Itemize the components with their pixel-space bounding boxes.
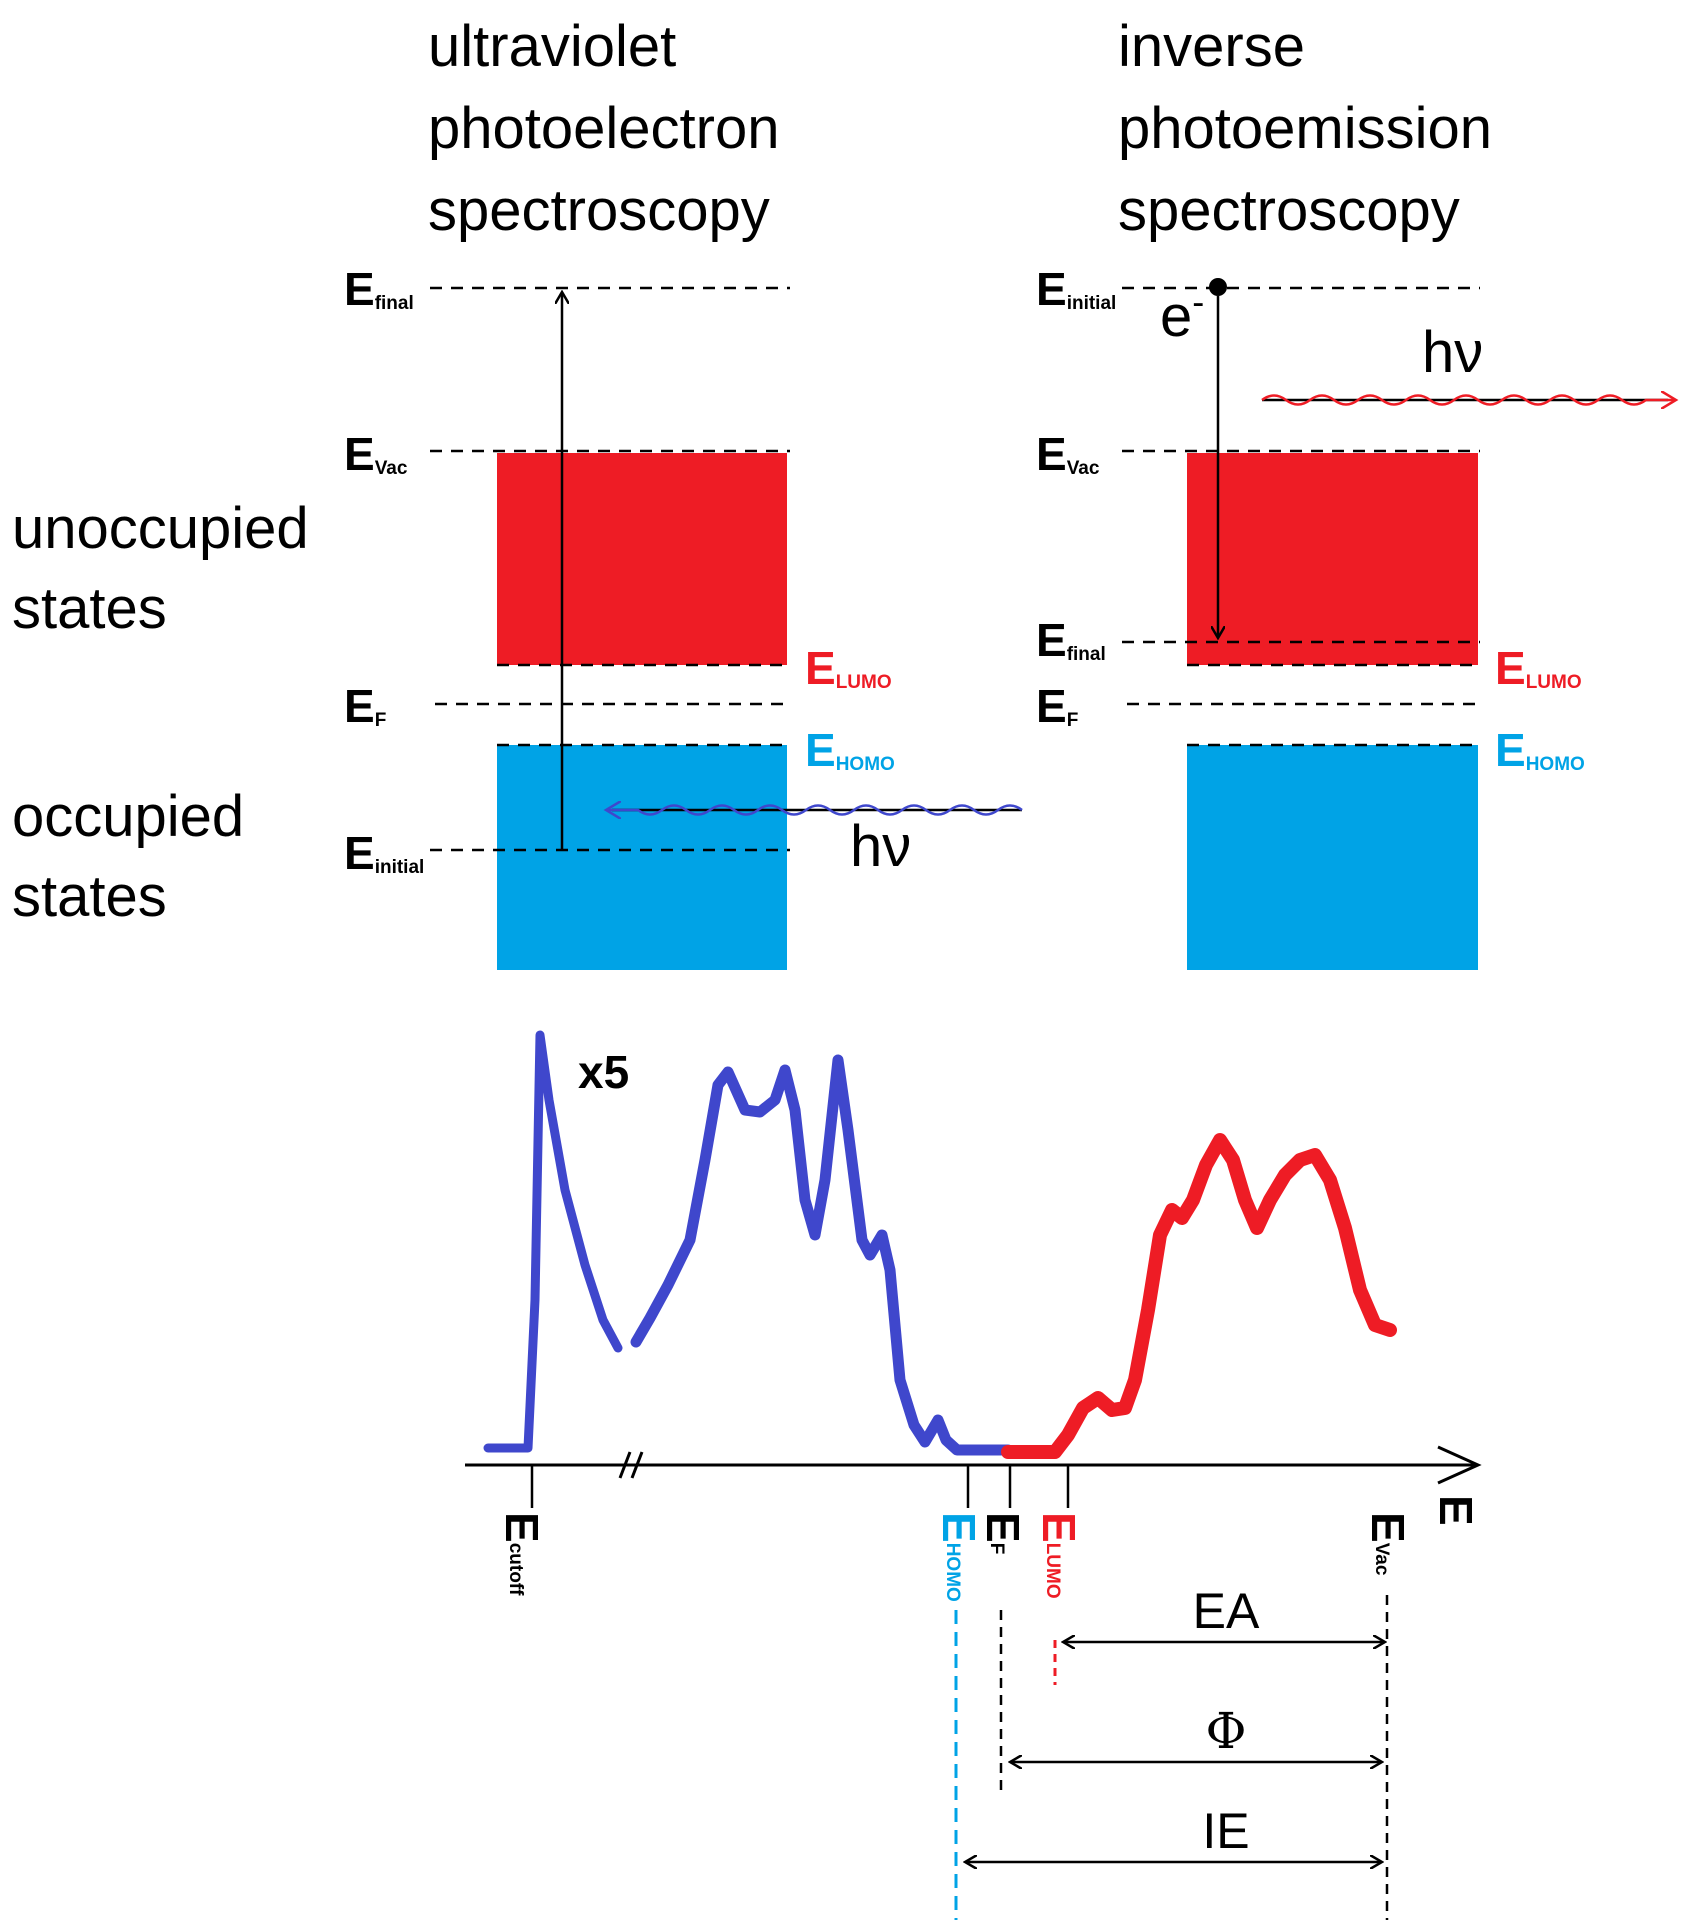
- ups-title-line-1: ultraviolet: [428, 14, 676, 79]
- energy-axis-label: E: [1430, 1495, 1482, 1526]
- ups-evac-label: EVac: [344, 428, 408, 480]
- ups-photon-label: hν: [850, 814, 911, 879]
- ups-spectrum-curve-low: [483, 1030, 623, 1453]
- ups-panel: Efinal EVac EF Einitial ELUMO EHOMO hν: [344, 263, 1023, 970]
- energy-axis-arrowhead: [1437, 1445, 1482, 1485]
- ups-spectrum-curve-high: [630, 1054, 1014, 1456]
- ups-efinal-label: Efinal: [344, 263, 414, 315]
- e-f-tick-label: EF: [977, 1512, 1029, 1554]
- occupied-label-line-2: states: [12, 864, 167, 929]
- work-function-label: Φ: [1206, 1702, 1247, 1760]
- occupied-label-line-1: occupied: [12, 784, 244, 849]
- ups-ehomo-label: EHOMO: [805, 724, 895, 776]
- ups-occupied-band: [497, 745, 787, 970]
- ups-ef-label: EF: [344, 680, 386, 732]
- ups-unoccupied-band: [497, 453, 787, 665]
- ips-unoccupied-band: [1187, 453, 1478, 665]
- ups-title-line-3: spectroscopy: [428, 178, 770, 243]
- ips-ehomo-label: EHOMO: [1495, 724, 1585, 776]
- ea-label: EA: [1193, 1583, 1260, 1639]
- ips-title-line-1: inverse: [1118, 14, 1305, 79]
- ips-photon-wave: [1261, 396, 1676, 405]
- electron-label: e-: [1160, 281, 1204, 349]
- unoccupied-label-line-1: unoccupied: [12, 496, 309, 561]
- ups-einitial-label: Einitial: [344, 827, 424, 879]
- ips-title-line-2: photoemission: [1118, 96, 1492, 161]
- ips-efinal-label: Efinal: [1036, 614, 1106, 666]
- ups-title-line-2: photoelectron: [428, 96, 779, 161]
- axis-break-mark: [618, 1451, 644, 1479]
- ips-einitial-label: Einitial: [1036, 263, 1116, 315]
- ips-evac-label: EVac: [1036, 428, 1100, 480]
- electron-dot: [1209, 278, 1227, 296]
- ups-elumo-label: ELUMO: [805, 642, 892, 694]
- ips-title-line-3: spectroscopy: [1118, 178, 1460, 243]
- e-vac-tick-label: EVac: [1362, 1512, 1414, 1576]
- unoccupied-label-line-2: states: [12, 576, 167, 641]
- scale-factor-label: x5: [578, 1046, 629, 1098]
- e-cutoff-label: Ecutoff: [496, 1512, 548, 1596]
- ips-elumo-label: ELUMO: [1495, 642, 1582, 694]
- ups-photon-wave: [606, 806, 1023, 815]
- e-homo-tick-label: EHOMO: [933, 1512, 985, 1602]
- ips-panel: Einitial EVac Efinal EF ELUMO EHOMO e- h…: [1036, 263, 1676, 970]
- ips-spectrum-curve: [1001, 1133, 1397, 1459]
- ips-title: inverse photoemission spectroscopy: [1118, 14, 1492, 243]
- ips-photon-label: hν: [1422, 320, 1483, 385]
- e-lumo-tick-label: ELUMO: [1033, 1512, 1085, 1599]
- ips-occupied-band: [1187, 745, 1478, 970]
- spectrum-panel: Ecutoff EHOMO EF ELUMO EVac E x5 EA Φ IE: [465, 1030, 1482, 1920]
- ups-title: ultraviolet photoelectron spectroscopy: [428, 14, 779, 243]
- ie-label: IE: [1202, 1803, 1249, 1859]
- ips-ef-label: EF: [1036, 680, 1078, 732]
